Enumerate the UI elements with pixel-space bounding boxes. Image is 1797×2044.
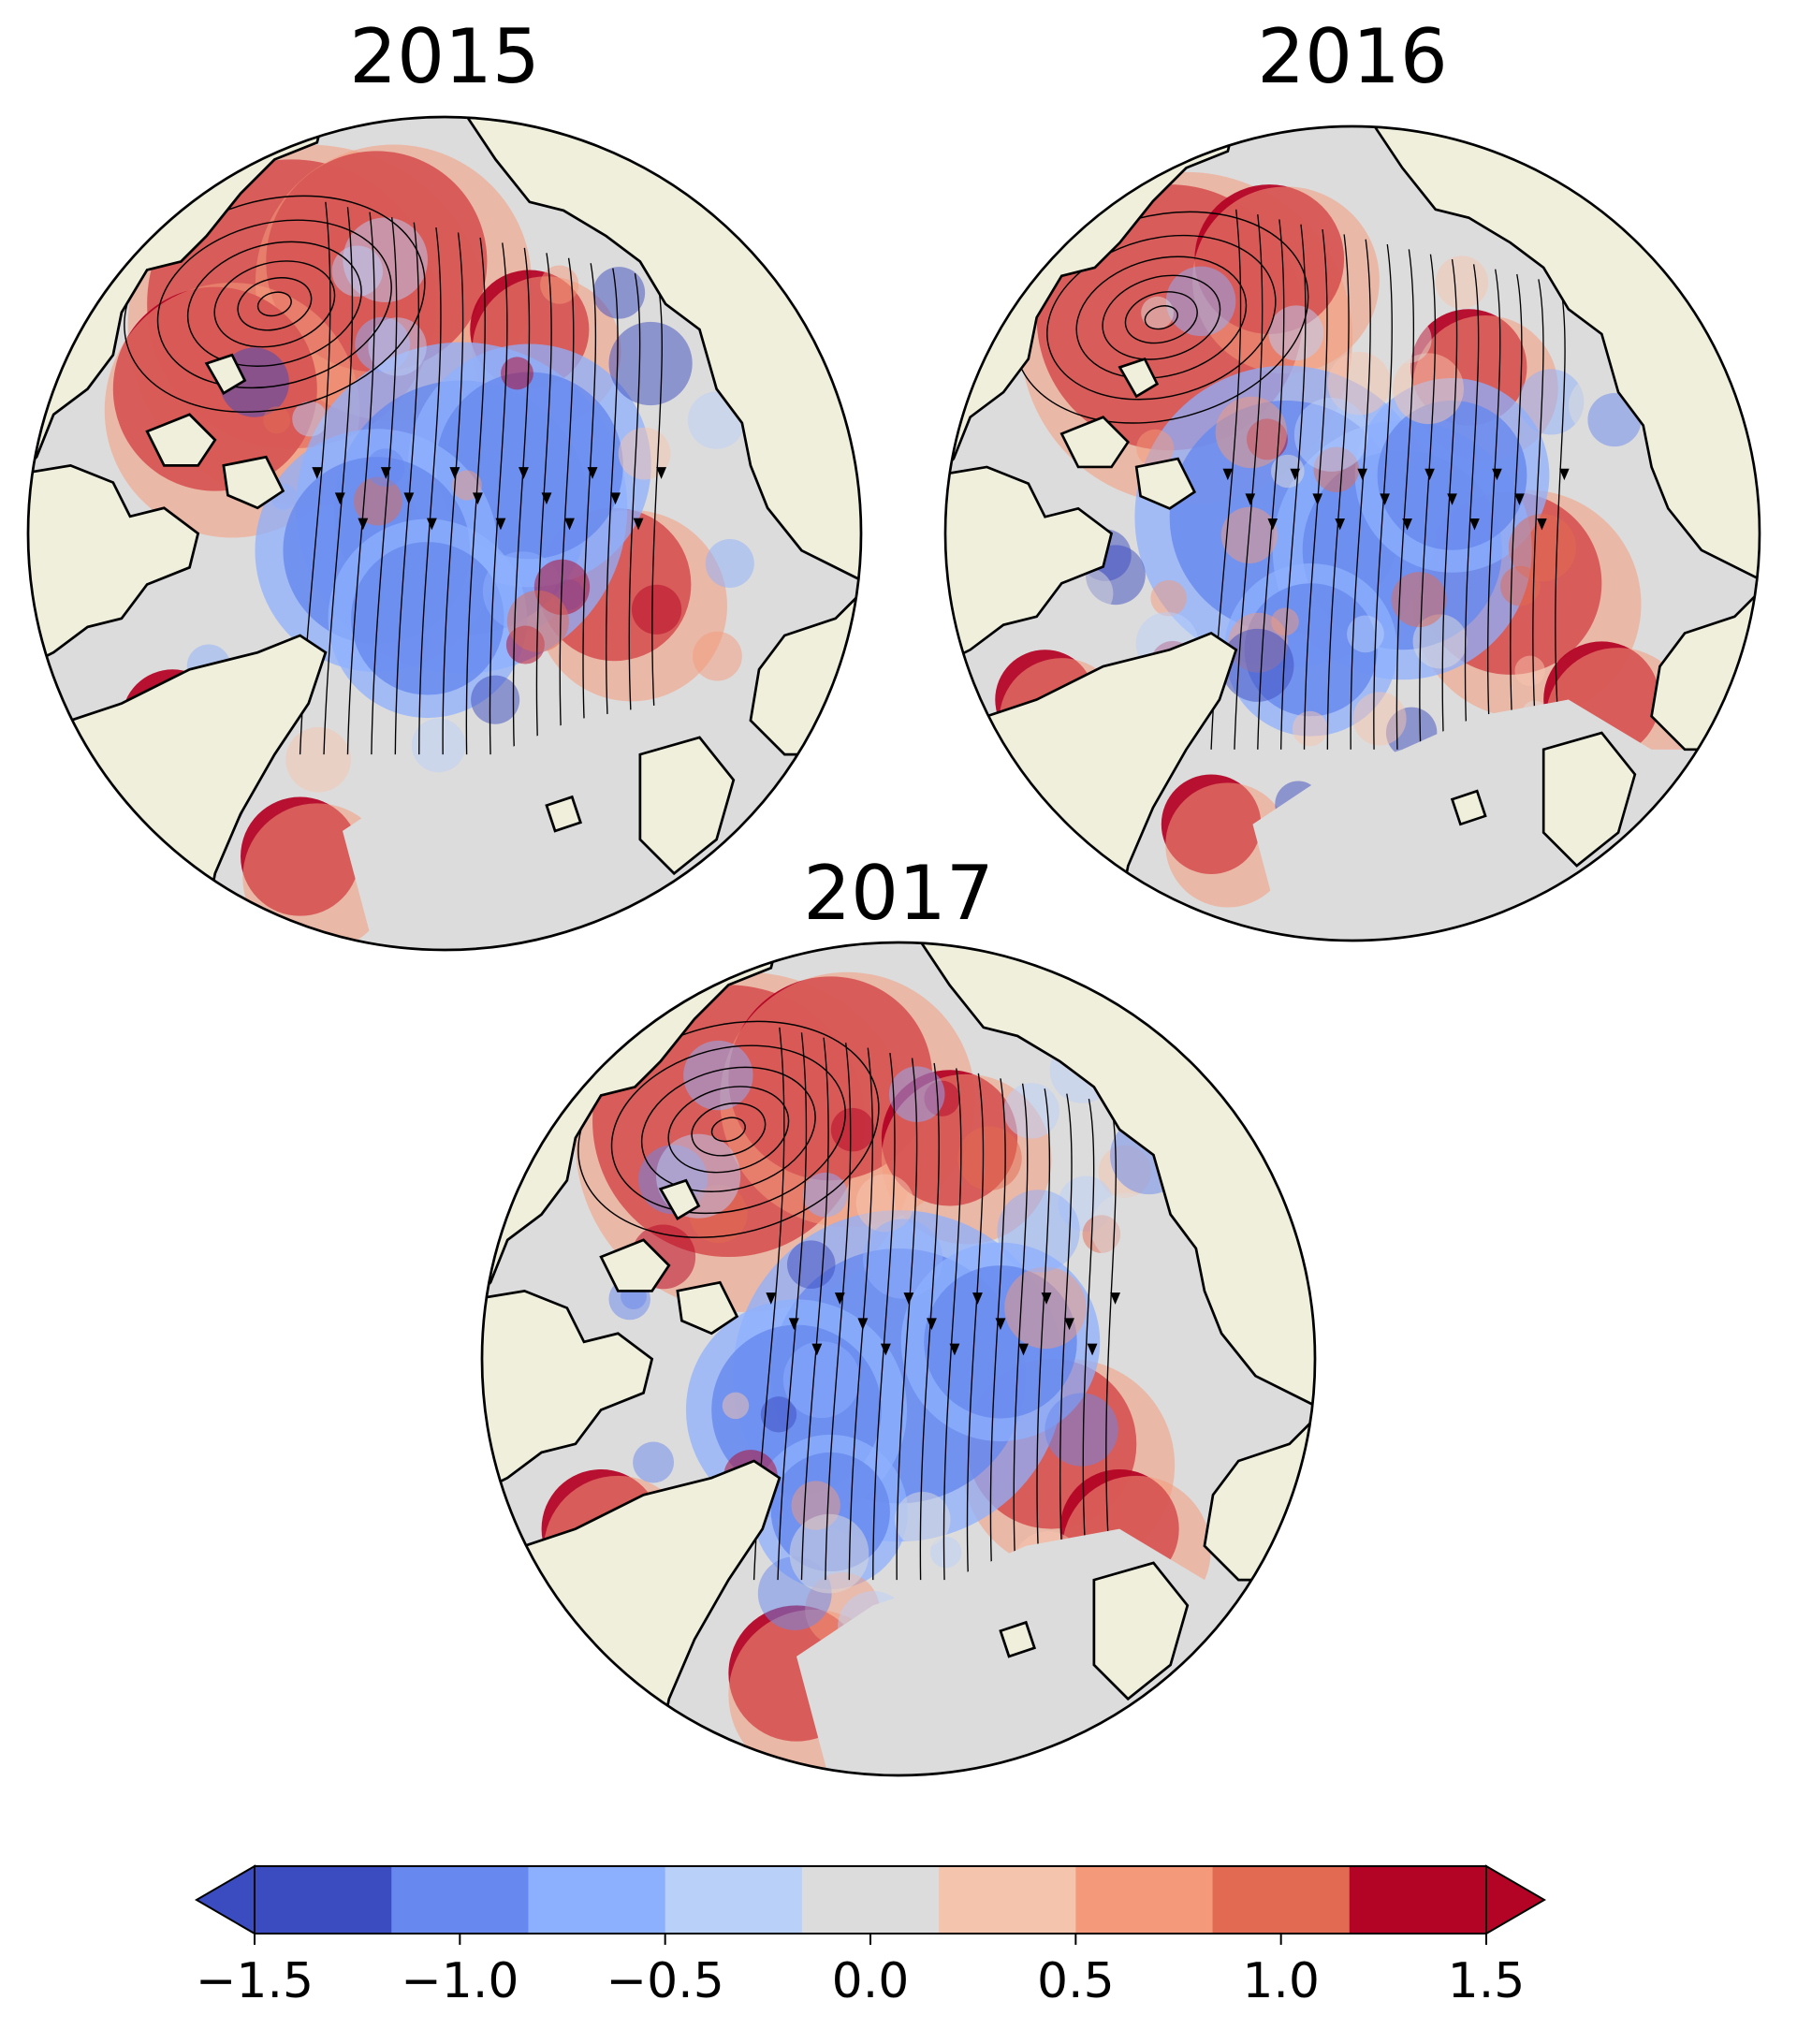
colorbar-tick-label: 0.0 (832, 1953, 910, 2009)
map (943, 124, 1761, 942)
colorbar: −1.5 −1.0 −0.5 0.0 0.5 1.0 1.5 (195, 1864, 1546, 2009)
panel-title: 2016 (1257, 13, 1448, 100)
map-panel-2016: 2016 (943, 13, 1761, 942)
panel-title: 2017 (803, 850, 994, 937)
colorbar-tick-label: 1.5 (1448, 1953, 1526, 2009)
map (480, 941, 1317, 1777)
colorbar-bin (528, 1866, 666, 1934)
map-panel-2015: 2015 (26, 13, 863, 952)
colorbar-extend-max (1485, 1864, 1546, 1935)
colorbar-tick-label: 1.0 (1242, 1953, 1320, 2009)
colorbar-tick-label: −1.0 (401, 1953, 519, 2009)
colorbar-bin (939, 1866, 1076, 1934)
colorbar-tick-label: −0.5 (606, 1953, 724, 2009)
colorbar-tick-label: 0.5 (1037, 1953, 1115, 2009)
map (26, 115, 863, 952)
colorbar-bin (665, 1866, 803, 1934)
colorbar-bin (1349, 1866, 1487, 1934)
map-panel-2017: 2017 (480, 850, 1317, 1777)
colorbar-bin (801, 1866, 940, 1934)
colorbar-tick-label: −1.5 (196, 1953, 314, 2009)
colorbar-bin (255, 1866, 392, 1934)
colorbar-bin (1212, 1866, 1351, 1934)
colorbar-extend-min (195, 1864, 256, 1935)
colorbar-bin (1075, 1866, 1214, 1934)
colorbar-bin (391, 1866, 529, 1934)
panel-title: 2015 (349, 13, 540, 100)
